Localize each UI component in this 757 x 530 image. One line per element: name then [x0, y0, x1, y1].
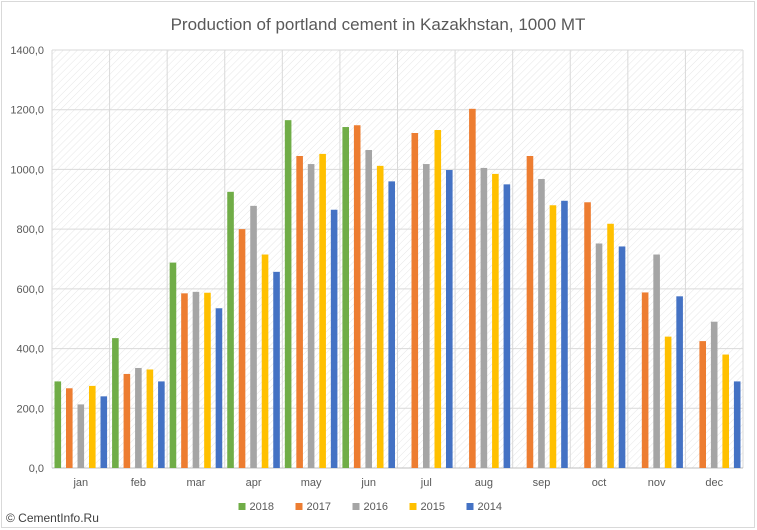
bar-2015-mar	[204, 292, 211, 468]
bar-2014-jun	[388, 181, 396, 468]
bar-2014-sep	[561, 200, 568, 468]
y-tick-label: 400,0	[16, 344, 44, 356]
bar-2014-may	[330, 209, 338, 468]
x-tick-label: jul	[420, 477, 432, 489]
bar-2015-apr	[261, 254, 269, 468]
x-tick-label: mar	[186, 477, 205, 489]
legend-swatch-2017	[295, 503, 303, 510]
bar-2017-apr	[238, 229, 246, 468]
bar-2015-sep	[549, 205, 557, 468]
bar-2016-sep	[538, 178, 545, 469]
credit-text: © CementInfo.Ru	[6, 511, 99, 525]
y-tick-label: 0,0	[29, 463, 44, 475]
legend-label-2017: 2017	[307, 501, 331, 513]
bar-2016-nov	[653, 254, 660, 468]
legend-swatch-2018	[238, 503, 246, 510]
x-tick-label: jun	[360, 477, 376, 489]
bar-2016-aug	[480, 167, 488, 468]
bar-2015-feb	[146, 369, 154, 468]
bar-2018-mar	[169, 262, 177, 468]
bar-2016-may	[307, 164, 315, 468]
x-tick-label: dec	[705, 477, 723, 489]
legend-swatch-2015	[409, 503, 417, 510]
legend-label-2018: 2018	[250, 501, 274, 513]
bar-2014-jan	[100, 396, 108, 468]
bar-2018-may	[284, 120, 292, 469]
bar-2017-may	[296, 155, 303, 468]
bar-2014-aug	[503, 184, 511, 468]
x-tick-label: jan	[72, 477, 88, 489]
bar-2016-apr	[250, 205, 257, 468]
bar-2014-dec	[733, 381, 741, 468]
bar-2017-jun	[353, 125, 361, 469]
bar-2014-oct	[618, 246, 626, 468]
bar-2017-sep	[526, 155, 534, 468]
bar-2018-jun	[342, 127, 350, 468]
y-axis-ticks: 0,0 200,0 400,0 600,0 800,0 1000,0 1200,0 1400,…	[10, 45, 44, 475]
bar-2015-aug	[492, 173, 499, 468]
bars	[54, 108, 741, 469]
bar-2014-mar	[215, 308, 223, 468]
bar-2017-feb	[123, 373, 131, 468]
bar-2014-feb	[158, 381, 165, 468]
bar-2016-dec	[710, 321, 718, 468]
bar-2015-nov	[664, 336, 672, 468]
bar-2015-jul	[434, 130, 442, 468]
bar-2017-dec	[699, 341, 707, 468]
bar-2016-jun	[365, 150, 373, 468]
x-tick-label: may	[301, 477, 322, 489]
bar-2015-oct	[607, 223, 614, 468]
y-tick-label: 800,0	[16, 224, 44, 236]
bar-2014-apr	[273, 271, 280, 468]
bar-2016-jul	[422, 164, 430, 468]
x-tick-label: aug	[475, 477, 493, 489]
y-tick-label: 1200,0	[10, 105, 44, 117]
bar-2016-mar	[192, 291, 200, 468]
bar-2018-feb	[112, 338, 119, 468]
legend-swatch-2014	[466, 503, 474, 510]
bar-2016-jan	[77, 404, 85, 468]
bar-2017-nov	[641, 292, 649, 468]
x-tick-label: oct	[592, 477, 607, 489]
x-tick-label: nov	[648, 477, 666, 489]
x-axis-ticks: jan feb mar apr may jun jul aug sep oct nov dec	[72, 477, 723, 489]
bar-2017-jul	[411, 133, 419, 468]
y-tick-label: 600,0	[16, 284, 44, 296]
bar-2015-jun	[376, 165, 384, 469]
y-tick-label: 200,0	[16, 403, 44, 415]
bar-2015-may	[319, 153, 326, 468]
x-tick-label: sep	[533, 477, 551, 489]
x-tick-label: feb	[131, 477, 146, 489]
bar-2017-jan	[65, 388, 73, 468]
legend-label-2014: 2014	[478, 501, 502, 513]
bar-2018-apr	[227, 191, 234, 469]
bar-2016-feb	[135, 367, 142, 468]
legend-label-2016: 2016	[364, 501, 388, 513]
legend-label-2015: 2015	[421, 501, 445, 513]
y-tick-label: 1000,0	[10, 164, 44, 176]
bar-2016-oct	[595, 243, 603, 468]
bar-2017-aug	[469, 108, 476, 468]
x-tick-label: apr	[246, 477, 262, 489]
bar-2014-nov	[676, 296, 683, 468]
bar-2017-mar	[181, 293, 188, 468]
chart-title: Production of portland cement in Kazakhs…	[171, 15, 586, 34]
bar-2017-oct	[584, 202, 591, 468]
bar-2018-jan	[54, 381, 62, 468]
legend: 2018 2017 2016 2015 2014	[238, 501, 502, 513]
bar-2014-jul	[445, 170, 453, 469]
bar-2015-dec	[722, 354, 730, 468]
legend-swatch-2016	[352, 503, 360, 510]
y-tick-label: 1400,0	[10, 45, 44, 57]
bar-2015-jan	[88, 385, 96, 468]
gridlines	[51, 49, 744, 469]
